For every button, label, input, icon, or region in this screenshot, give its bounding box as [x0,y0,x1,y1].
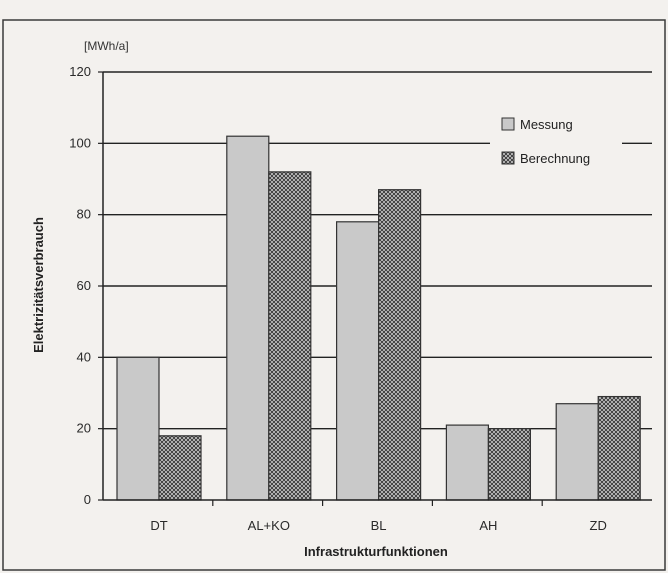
bar-berechnung-dt [158,435,202,501]
x-tick-label-alko: AL+KO [248,518,290,533]
x-tick-label-ah: AH [479,518,497,533]
legend-label-berechnung: Berechnung [520,151,590,166]
x-tick-label-dt: DT [150,518,167,533]
bar-messung-bl [336,221,380,501]
legend-swatch-berechnung [501,151,515,165]
unit-label: [MWh/a] [84,39,129,53]
legend: Messung Berechnung [490,108,622,180]
y-tick-label-60: 60 [77,278,91,293]
x-tick-label-zd: ZD [590,518,607,533]
bar-messung-alko [226,135,270,501]
bar-messung-dt [116,356,160,501]
legend-label-messung: Messung [520,117,573,132]
x-tick-label-bl: BL [371,518,387,533]
y-tick-label-120: 120 [69,64,91,79]
legend-swatch-messung [501,117,515,131]
y-tick-label-100: 100 [69,135,91,150]
y-tick-label-80: 80 [77,207,91,222]
bar-messung-ah [445,424,489,501]
x-axis-title: Infrastrukturfunktionen [304,544,448,559]
y-tick-label-40: 40 [77,349,91,364]
y-tick-label-0: 0 [84,492,91,507]
bar-berechnung-bl [378,189,422,501]
y-axis-title: Elektrizitätsverbrauch [31,217,46,353]
bar-berechnung-zd [597,395,641,501]
bar-berechnung-alko [268,171,312,501]
bar-messung-zd [555,403,599,501]
bar-berechnung-ah [487,428,531,501]
y-tick-label-20: 20 [77,421,91,436]
